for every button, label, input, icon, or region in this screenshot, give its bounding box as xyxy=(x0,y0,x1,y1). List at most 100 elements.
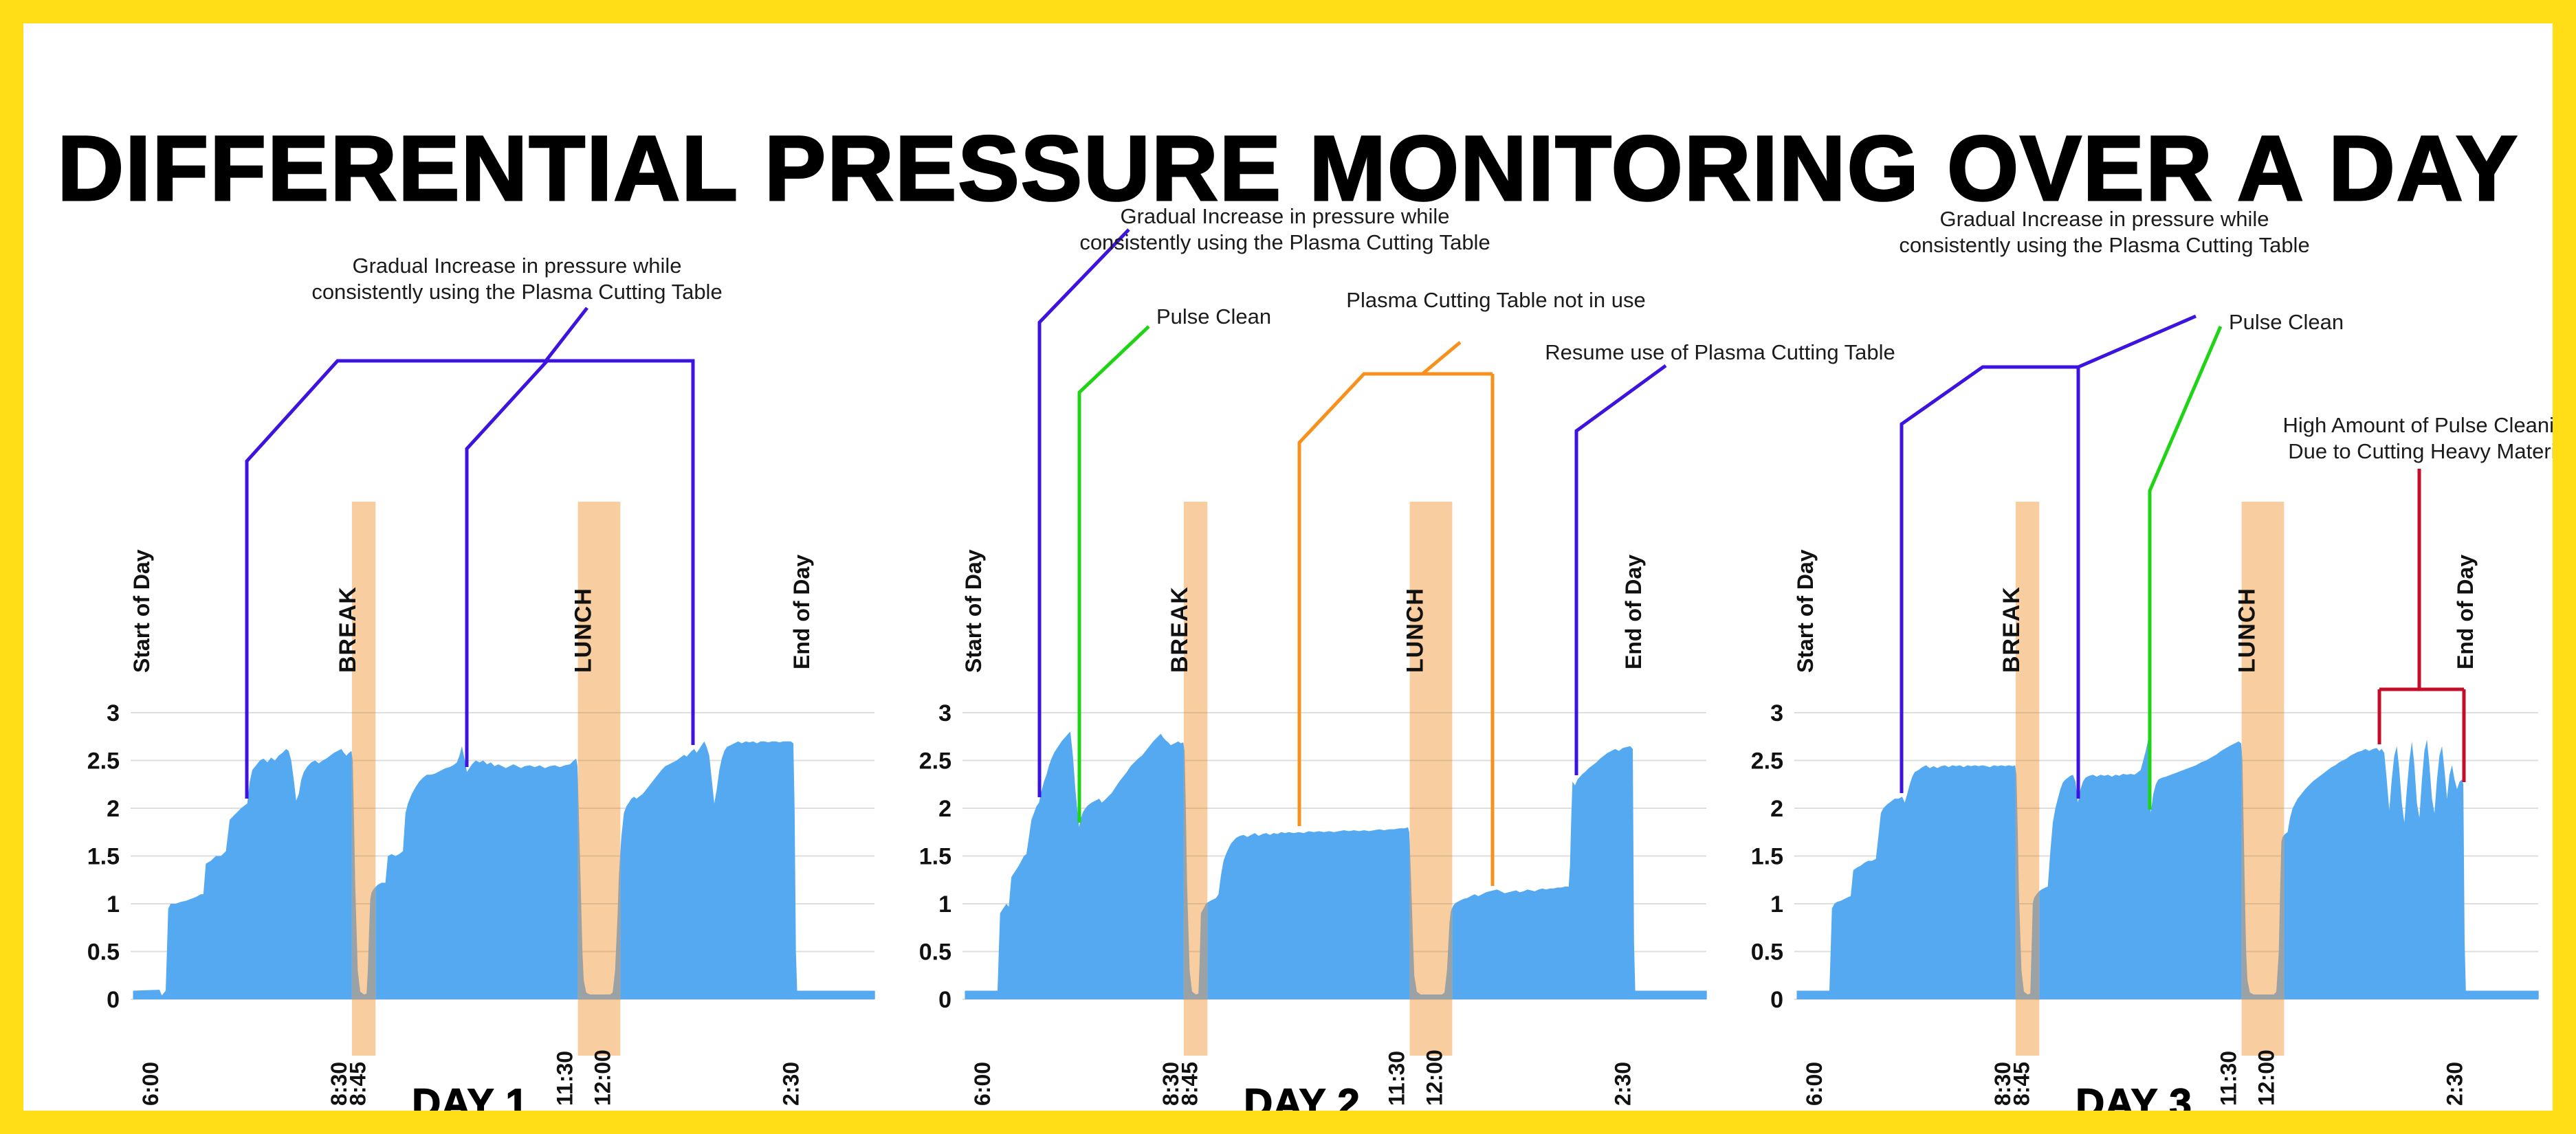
x-axis-tick-label: 6:00 xyxy=(138,1062,163,1106)
x-axis-tick-label: 8:30 xyxy=(327,1062,351,1106)
x-axis-tick-label: 12:00 xyxy=(2254,1049,2278,1106)
x-axis-tick-label: 11:30 xyxy=(1385,1051,1409,1106)
annotation-gradual-increase: Gradual Increase in pressure while consi… xyxy=(1010,203,1560,256)
panel-day-1: 3 2.5 2 1.5 1 0.5 0 BREAK LUNCH 6:00 8:30 8:45 11:30… xyxy=(87,23,896,1126)
band-label-break: BREAK xyxy=(1167,586,1193,673)
band-lunch xyxy=(1409,502,1453,1056)
annotation-gradual-increase: Gradual Increase in pressure while consi… xyxy=(1829,206,2379,258)
pressure-area xyxy=(965,731,1707,999)
y-axis-tick-label: 2.5 xyxy=(87,748,120,775)
band-lunch xyxy=(577,502,621,1056)
panel-day-2: 3 2.5 2 1.5 1 0.5 0 BREAK LUNCH 6:00 8:30 8:45 11:30… xyxy=(919,23,1895,1126)
annotation-pulse-clean: Pulse Clean xyxy=(1156,304,1363,330)
pressure-area-under-band xyxy=(2015,768,2040,999)
annotation-line: Resume use of Plasma Cutting Table xyxy=(1545,340,1895,364)
x-axis-tick-label: 12:00 xyxy=(1422,1049,1446,1106)
day3-high-pulse-cleaning-bracket xyxy=(2377,469,2466,782)
annotation-line: Pulse Clean xyxy=(2229,310,2344,334)
band-label-lunch: LUNCH xyxy=(2234,588,2260,673)
annotation-line: Pulse Clean xyxy=(1156,304,1272,329)
band-label-lunch: LUNCH xyxy=(1402,588,1429,673)
annotation-line: consistently using the Plasma Cutting Ta… xyxy=(1079,230,1490,254)
y-axis-tick-label: 2 xyxy=(1770,796,1783,822)
y-axis-tick-label: 0.5 xyxy=(87,940,120,966)
x-axis-tick-label: 2:30 xyxy=(778,1062,803,1106)
x-axis-tick-label: 12:00 xyxy=(590,1049,615,1106)
start-of-day-label: Start of Day xyxy=(129,549,154,673)
day-3-title: DAY 3 xyxy=(2076,1080,2192,1126)
annotation-line: consistently using the Plasma Cutting Ta… xyxy=(1899,233,2310,257)
y-axis-tick-label: 0 xyxy=(1770,987,1783,1013)
day2-pulse-clean-line xyxy=(1077,325,1150,823)
pressure-area-under-band xyxy=(351,754,376,999)
x-axis-tick-label: 8:45 xyxy=(2009,1062,2034,1106)
y-axis-tick-label: 0 xyxy=(107,987,120,1013)
y-axis-tick-label: 2 xyxy=(938,796,951,822)
day-1-title: DAY 1 xyxy=(412,1080,529,1126)
start-of-day-label: Start of Day xyxy=(1793,549,1818,673)
y-axis-tick-label: 2 xyxy=(107,796,120,822)
annotation-resume-use: Resume use of Plasma Cutting Table xyxy=(1445,340,1995,366)
y-axis-tick-label: 1 xyxy=(107,891,120,918)
day-3-chart: 3 2.5 2 1.5 1 0.5 0 BREAK LUNCH 6:00 8:308:45 11:30… xyxy=(1751,314,2539,1106)
annotation-line: Plasma Cutting Table not in use xyxy=(1346,288,1646,312)
x-axis-tick-label: 11:30 xyxy=(2216,1051,2241,1106)
annotation-line: Due to Cutting Heavy Material xyxy=(2288,439,2573,463)
x-axis-tick-label: 6:00 xyxy=(970,1062,995,1106)
end-of-day-label: End of Day xyxy=(2453,555,2478,669)
annotation-line: High Amount of Pulse Cleaning xyxy=(2282,413,2576,437)
annotation-pulse-clean: Pulse Clean xyxy=(2229,309,2435,335)
pressure-area-under-band xyxy=(1409,844,1453,999)
y-axis-tick-label: 3 xyxy=(107,700,120,726)
y-axis-tick-label: 1 xyxy=(938,891,951,918)
y-axis-tick-label: 0 xyxy=(938,987,951,1013)
day1-gradual-increase-pointer xyxy=(544,307,588,362)
annotation-line: Gradual Increase in pressure while xyxy=(1939,207,2269,231)
annotation-line: Gradual Increase in pressure while xyxy=(1120,204,1450,228)
y-axis-tick-label: 0.5 xyxy=(919,940,951,966)
y-axis-tick-label: 1 xyxy=(1770,891,1783,918)
y-axis-tick-label: 1.5 xyxy=(919,844,951,870)
day-2-title: DAY 2 xyxy=(1244,1080,1361,1126)
day-1-chart: 3 2.5 2 1.5 1 0.5 0 BREAK LUNCH 6:00 8:308:45 11:30… xyxy=(87,307,875,1106)
band-label-break: BREAK xyxy=(335,586,361,673)
page-title: DIFFERENTIAL PRESSURE MONITORING OVER A … xyxy=(56,117,2519,220)
y-axis-tick-label: 2.5 xyxy=(1751,748,1783,775)
end-of-day-label: End of Day xyxy=(789,555,814,669)
pressure-area-under-band xyxy=(577,781,621,999)
pressure-area-under-band xyxy=(1183,745,1208,999)
y-axis-tick-label: 1.5 xyxy=(1751,844,1783,870)
panel-day-3: 3 2.5 2 1.5 1 0.5 0 BREAK LUNCH 6:00 8:30 8:45 11:30… xyxy=(1751,23,2553,1126)
day3-gradual-increase-bracket xyxy=(1900,314,2197,799)
y-axis-tick-label: 2.5 xyxy=(919,748,951,775)
annotation-high-pulse-cleaning: High Amount of Pulse Cleaning Due to Cut… xyxy=(2190,412,2576,465)
end-of-day-label: End of Day xyxy=(1621,555,1646,669)
annotation-gradual-increase: Gradual Increase in pressure while consi… xyxy=(242,253,792,305)
band-lunch xyxy=(2241,502,2285,1056)
day1-gradual-increase-bracket-left xyxy=(245,359,695,799)
x-axis-tick-label: 8:30 xyxy=(1158,1062,1183,1106)
day3-pulse-clean-line xyxy=(2148,326,2223,810)
day1-gradual-increase-bracket-mid xyxy=(465,359,549,767)
day2-not-in-use-bracket xyxy=(1297,341,1495,886)
day2-resume-use-line xyxy=(1574,364,1667,775)
day2-gradual-increase-line xyxy=(1037,228,1130,797)
x-axis-tick-label: 2:30 xyxy=(2442,1062,2467,1106)
y-axis-tick-label: 1.5 xyxy=(87,844,120,870)
start-of-day-label: Start of Day xyxy=(961,549,986,673)
pressure-area xyxy=(1796,739,2539,999)
pressure-area xyxy=(133,741,875,999)
y-axis-tick-label: 0.5 xyxy=(1751,940,1783,966)
x-axis-tick-label: 6:00 xyxy=(1802,1062,1827,1106)
x-axis-tick-label: 8:45 xyxy=(1177,1062,1202,1106)
annotation-line: consistently using the Plasma Cutting Ta… xyxy=(311,280,723,304)
annotation-table-not-in-use: Plasma Cutting Table not in use xyxy=(1221,287,1771,313)
day-2-chart: 3 2.5 2 1.5 1 0.5 0 BREAK LUNCH 6:00 8:308:45 11:30… xyxy=(919,228,1707,1106)
y-axis-tick-label: 3 xyxy=(938,700,951,726)
pressure-area-under-band xyxy=(2241,749,2285,999)
x-axis-tick-label: 11:30 xyxy=(553,1051,577,1106)
annotation-line: Gradual Increase in pressure while xyxy=(352,254,682,278)
x-axis-tick-label: 2:30 xyxy=(1610,1062,1635,1106)
x-axis-tick-label: 8:30 xyxy=(1990,1062,2015,1106)
